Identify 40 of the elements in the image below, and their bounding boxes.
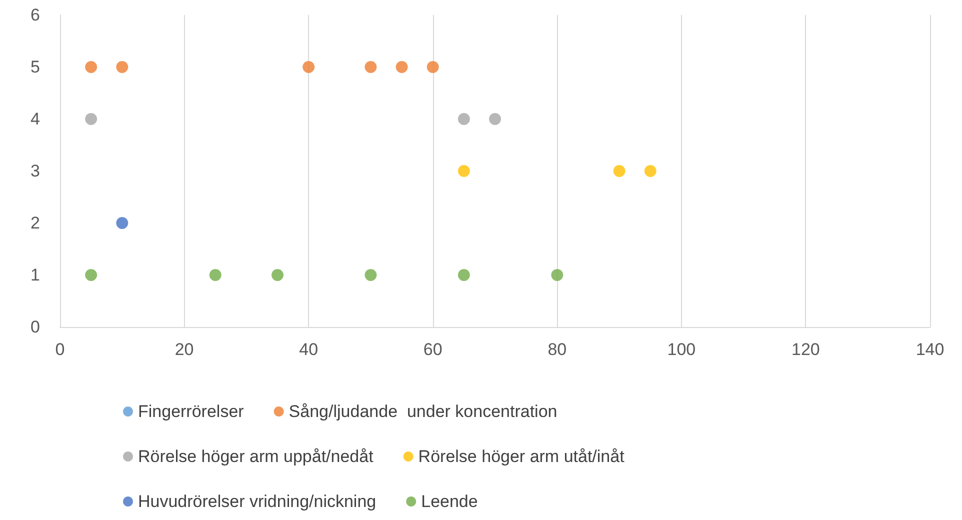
point	[458, 269, 470, 281]
x-tick-label: 20	[174, 340, 194, 359]
x-tick-label: 40	[299, 340, 318, 359]
point	[272, 269, 284, 281]
point	[613, 165, 626, 177]
point	[644, 165, 656, 177]
y-tick-label: 5	[30, 58, 40, 76]
point	[426, 61, 439, 73]
x-tick-label: 100	[667, 340, 696, 359]
x-tick-label: 120	[792, 340, 820, 359]
point	[116, 217, 128, 229]
legend-label: Sång/ljudande under koncentration	[288, 402, 558, 421]
point	[85, 269, 98, 281]
point	[551, 269, 564, 281]
y-tick-label: 6	[30, 6, 40, 24]
point	[396, 61, 408, 73]
x-tick-label: 0	[55, 340, 65, 359]
y-tick-label: 0	[30, 318, 40, 336]
y-tick-label: 1	[30, 266, 40, 284]
point	[364, 61, 377, 73]
y-tick-label: 3	[30, 162, 40, 180]
legend-label: Rörelse höger arm utåt/inåt	[418, 447, 625, 466]
x-tick-label: 60	[423, 340, 442, 359]
point	[458, 113, 470, 125]
point	[116, 61, 128, 73]
y-tick-label: 2	[30, 214, 40, 232]
point	[85, 113, 98, 125]
point	[209, 269, 222, 281]
legend-label: Leende	[421, 492, 478, 511]
legend-label: Huvudrörelser vridning/nickning	[138, 492, 376, 511]
point	[458, 165, 470, 177]
point	[489, 113, 501, 125]
point	[364, 269, 377, 281]
legend-label: Rörelse höger arm uppåt/nedåt	[138, 447, 374, 466]
y-tick-label: 4	[30, 110, 40, 128]
x-tick-label: 80	[548, 340, 567, 359]
legend-label: Fingerrörelser	[138, 402, 244, 421]
point	[302, 61, 315, 73]
x-tick-label: 140	[916, 340, 944, 359]
point	[85, 61, 98, 73]
